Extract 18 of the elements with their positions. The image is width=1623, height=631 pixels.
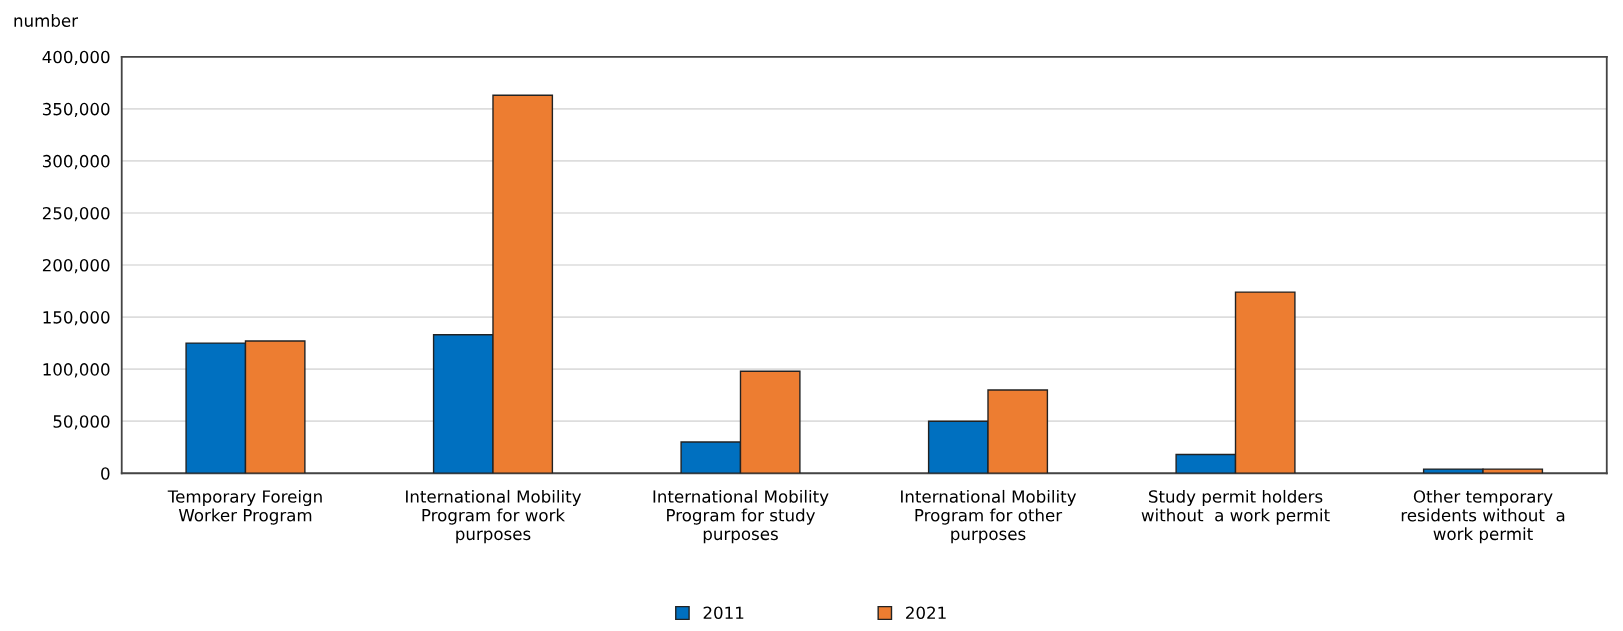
x-tick-label: International Mobility Program for work purposes <box>406 489 582 544</box>
x-tick-label: Other temporary residents without a work permit <box>1401 489 1565 544</box>
y-tick-label: 100,000 <box>43 363 110 378</box>
y-tick-label: 250,000 <box>42 206 110 222</box>
y-tick-label: 350,000 <box>42 102 110 118</box>
x-tick-label: International Mobility Program for study purposes <box>653 489 829 544</box>
y-tick-label: 300,000 <box>42 154 110 170</box>
legend-label: 2011 <box>703 606 744 620</box>
legend-label: 2021 <box>906 606 946 620</box>
y-tick-label: 200,000 <box>42 258 110 274</box>
y-tick-label: 50,000 <box>53 415 110 430</box>
y-tick-label: 400,000 <box>42 50 110 66</box>
y-tick-label: 150,000 <box>43 311 110 326</box>
x-tick-label: Temporary Foreign Worker Program <box>167 489 322 525</box>
x-tick-label: International Mobility Program for other purposes <box>901 489 1077 544</box>
y-axis-title: number <box>14 14 79 27</box>
y-tick-label: 0 <box>101 467 110 480</box>
x-tick-label: Study permit holders without a work permit <box>1141 489 1330 525</box>
